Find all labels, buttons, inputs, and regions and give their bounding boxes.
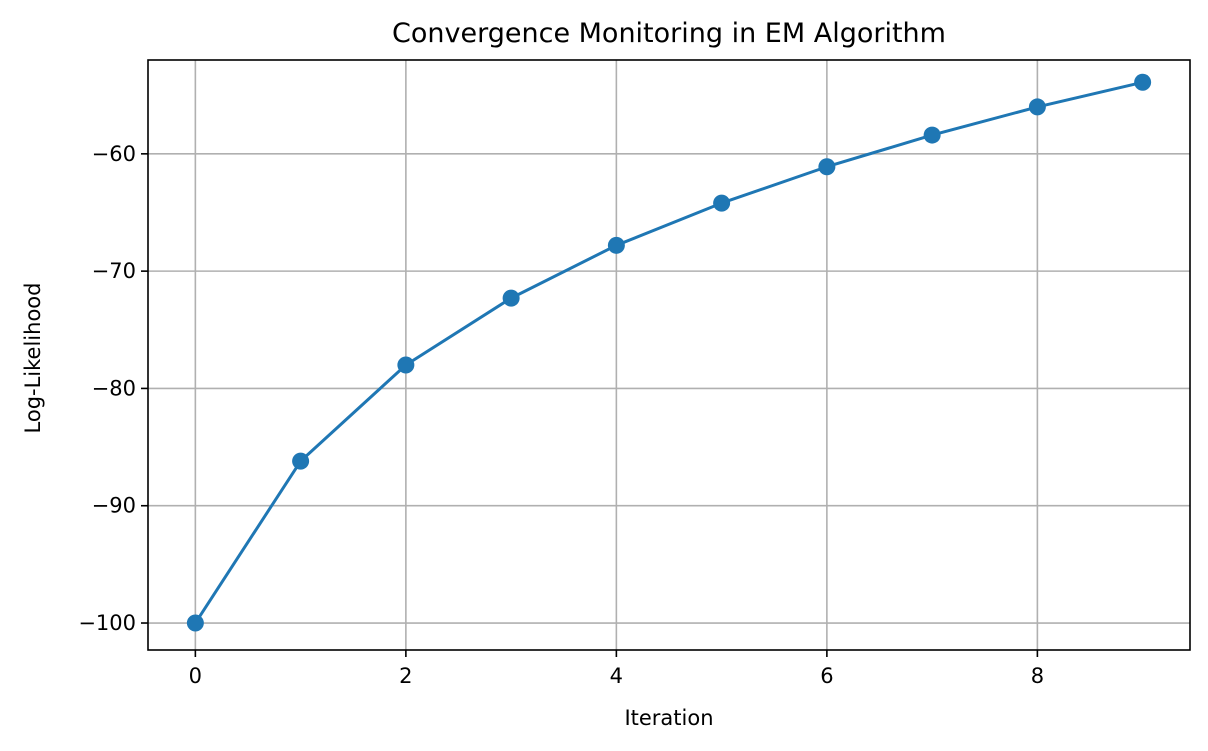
y-tick-label: −80 xyxy=(92,376,136,400)
series-layer xyxy=(186,73,1152,632)
x-tick-label: 0 xyxy=(189,664,202,688)
data-point xyxy=(818,158,836,176)
data-point xyxy=(186,614,204,632)
y-axis-label: Log-Likelihood xyxy=(21,283,45,434)
grid-layer xyxy=(148,60,1190,650)
data-point xyxy=(502,289,520,307)
data-point xyxy=(923,126,941,144)
y-tick-label: −100 xyxy=(78,611,136,635)
x-tick-label: 2 xyxy=(399,664,412,688)
data-point xyxy=(607,236,625,254)
y-tick-label: −90 xyxy=(92,494,136,518)
data-point xyxy=(1134,73,1152,91)
data-point xyxy=(713,194,731,212)
data-point xyxy=(292,452,310,470)
x-tick-label: 6 xyxy=(820,664,833,688)
x-tick-label: 8 xyxy=(1031,664,1044,688)
ticks-layer: 0 2 4 6 8 −100 −90 −80 −70 −60 xyxy=(78,142,1044,688)
y-tick-label: −60 xyxy=(92,142,136,166)
series-line xyxy=(194,80,1143,624)
data-point xyxy=(1028,98,1046,116)
chart-title: Convergence Monitoring in EM Algorithm xyxy=(392,18,946,49)
x-tick-label: 4 xyxy=(610,664,623,688)
plot-frame xyxy=(147,59,1191,651)
x-axis-label: Iteration xyxy=(624,706,713,730)
data-point xyxy=(397,356,415,374)
y-tick-label: −70 xyxy=(92,259,136,283)
